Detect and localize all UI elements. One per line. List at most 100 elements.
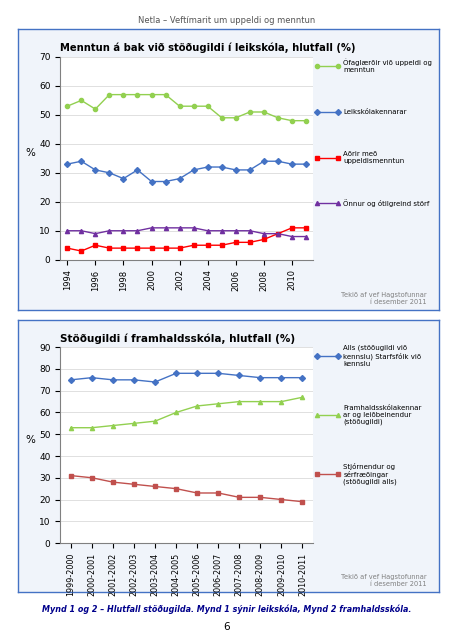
Aðrir með
uppeldismenntun (191, 241, 197, 249)
Framhaldsskólakennar
ar og leiðbeinendur
(stöðugildi) (68, 424, 73, 431)
Aðrir með
uppeldismenntun (289, 224, 295, 232)
Stjórnendur og
sérfræðingar
(stöðugildi alls) (279, 495, 284, 503)
Aðrir með
uppeldismenntun (177, 244, 182, 252)
Leikskólakennarar (107, 169, 112, 177)
Alls (stöðugildi við
kennslu) Starfsfólk við
kennslu (216, 369, 221, 377)
Line: Ófaglærðir við uppeldi og
menntun: Ófaglærðir við uppeldi og menntun (65, 93, 308, 123)
Stjórnendur og
sérfræðingar
(stöðugildi alls) (131, 481, 137, 488)
Önnur og ótilgreind störf (163, 224, 169, 232)
Text: Tekið af vef Hagstofunnar
í desember 2011: Tekið af vef Hagstofunnar í desember 201… (341, 292, 427, 305)
Leikskólakennarar (163, 178, 169, 186)
Leikskólakennarar (191, 166, 197, 174)
Framhaldsskólakennar
ar og leiðbeinendur
(stöðugildi) (110, 422, 116, 429)
Aðrir með
uppeldismenntun (205, 241, 210, 249)
Text: Stjórnendur og
sérfræðingar
(stöðugildi alls): Stjórnendur og sérfræðingar (stöðugildi … (343, 463, 397, 485)
Ófaglærðir við uppeldi og
menntun (233, 114, 239, 122)
Framhaldsskólakennar
ar og leiðbeinendur
(stöðugildi) (236, 397, 242, 406)
Leikskólakennarar (219, 163, 225, 171)
Ófaglærðir við uppeldi og
menntun (79, 97, 84, 104)
Framhaldsskólakennar
ar og leiðbeinendur
(stöðugildi) (131, 420, 137, 428)
Leikskólakennarar (177, 175, 182, 182)
Alls (stöðugildi við
kennslu) Starfsfólk við
kennslu (173, 369, 179, 377)
Leikskólakennarar (289, 160, 295, 168)
Aðrir með
uppeldismenntun (135, 244, 140, 252)
Stjórnendur og
sérfræðingar
(stöðugildi alls) (89, 474, 95, 481)
Line: Framhaldsskólakennar
ar og leiðbeinendur
(stöðugildi): Framhaldsskólakennar ar og leiðbeinendur… (69, 395, 304, 430)
Önnur og ótilgreind störf (149, 224, 154, 232)
Stjórnendur og
sérfræðingar
(stöðugildi alls) (173, 485, 179, 493)
Aðrir með
uppeldismenntun (163, 244, 169, 252)
Ófaglærðir við uppeldi og
menntun (219, 114, 225, 122)
Leikskólakennarar (304, 160, 309, 168)
Leikskólakennarar (120, 175, 126, 182)
Leikskólakennarar (247, 166, 253, 174)
Stjórnendur og
sérfræðingar
(stöðugildi alls) (68, 472, 73, 479)
Alls (stöðugildi við
kennslu) Starfsfólk við
kennslu (68, 376, 73, 383)
Önnur og ótilgreind störf (205, 227, 210, 235)
Önnur og ótilgreind störf (233, 227, 239, 235)
Text: Ófaglærðir við uppeldi og
menntun: Ófaglærðir við uppeldi og menntun (343, 59, 432, 74)
Aðrir með
uppeldismenntun (275, 230, 281, 237)
Önnur og ótilgreind störf (79, 227, 84, 235)
Text: Alls (stöðugildi við
kennslu) Starfsfólk við
kennslu: Alls (stöðugildi við kennslu) Starfsfólk… (343, 345, 421, 367)
Stjórnendur og
sérfræðingar
(stöðugildi alls) (152, 483, 158, 490)
Aðrir með
uppeldismenntun (92, 241, 98, 249)
Aðrir með
uppeldismenntun (79, 247, 84, 255)
Leikskólakennarar (135, 166, 140, 174)
Ófaglærðir við uppeldi og
menntun (92, 105, 98, 113)
Aðrir með
uppeldismenntun (149, 244, 154, 252)
Önnur og ótilgreind störf (135, 227, 140, 235)
Leikskólakennarar (92, 166, 98, 174)
Text: Tekið af vef Hagstofunnar
í desember 2011: Tekið af vef Hagstofunnar í desember 201… (341, 573, 427, 586)
Ófaglærðir við uppeldi og
menntun (205, 102, 210, 110)
Text: Stöðugildi í framhaldsskóla, hlutfall (%): Stöðugildi í framhaldsskóla, hlutfall (%… (60, 333, 295, 344)
Framhaldsskólakennar
ar og leiðbeinendur
(stöðugildi) (279, 397, 284, 406)
Framhaldsskólakennar
ar og leiðbeinendur
(stöðugildi) (89, 424, 95, 431)
Stjórnendur og
sérfræðingar
(stöðugildi alls) (236, 493, 242, 501)
Text: Netla – Veftímarit um uppeldi og menntun: Netla – Veftímarit um uppeldi og menntun (138, 16, 315, 25)
Framhaldsskólakennar
ar og leiðbeinendur
(stöðugildi) (300, 394, 305, 401)
Alls (stöðugildi við
kennslu) Starfsfólk við
kennslu (110, 376, 116, 383)
Ófaglærðir við uppeldi og
menntun (247, 108, 253, 116)
Ófaglærðir við uppeldi og
menntun (107, 91, 112, 99)
Önnur og ótilgreind störf (92, 230, 98, 237)
Alls (stöðugildi við
kennslu) Starfsfólk við
kennslu (300, 374, 305, 381)
Stjórnendur og
sérfræðingar
(stöðugildi alls) (216, 489, 221, 497)
Leikskólakennarar (261, 157, 266, 165)
Framhaldsskólakennar
ar og leiðbeinendur
(stöðugildi) (258, 397, 263, 406)
Aðrir með
uppeldismenntun (261, 236, 266, 243)
Aðrir með
uppeldismenntun (247, 239, 253, 246)
Ófaglærðir við uppeldi og
menntun (64, 102, 70, 110)
Aðrir með
uppeldismenntun (107, 244, 112, 252)
Text: Aðrir með
uppeldismenntun: Aðrir með uppeldismenntun (343, 151, 405, 164)
Alls (stöðugildi við
kennslu) Starfsfólk við
kennslu (89, 374, 95, 381)
Önnur og ótilgreind störf (219, 227, 225, 235)
Framhaldsskólakennar
ar og leiðbeinendur
(stöðugildi) (173, 408, 179, 416)
Framhaldsskólakennar
ar og leiðbeinendur
(stöðugildi) (152, 417, 158, 425)
Ófaglærðir við uppeldi og
menntun (261, 108, 266, 116)
Önnur og ótilgreind störf (261, 230, 266, 237)
Ófaglærðir við uppeldi og
menntun (135, 91, 140, 99)
Aðrir með
uppeldismenntun (219, 241, 225, 249)
Ófaglærðir við uppeldi og
menntun (177, 102, 182, 110)
Ófaglærðir við uppeldi og
menntun (275, 114, 281, 122)
Leikskólakennarar (64, 160, 70, 168)
Leikskólakennarar (149, 178, 154, 186)
Önnur og ótilgreind störf (64, 227, 70, 235)
Line: Önnur og ótilgreind störf: Önnur og ótilgreind störf (65, 226, 308, 239)
Stjórnendur og
sérfræðingar
(stöðugildi alls) (258, 493, 263, 501)
Ófaglærðir við uppeldi og
menntun (120, 91, 126, 99)
Framhaldsskólakennar
ar og leiðbeinendur
(stöðugildi) (194, 402, 200, 410)
Framhaldsskólakennar
ar og leiðbeinendur
(stöðugildi) (216, 400, 221, 408)
Stjórnendur og
sérfræðingar
(stöðugildi alls) (300, 498, 305, 506)
Text: Mynd 1 og 2 – Hlutfall stöðugilda. Mynd 1 sýnir leikskóla, Mynd 2 framhaldsskóla: Mynd 1 og 2 – Hlutfall stöðugilda. Mynd … (42, 605, 411, 614)
Önnur og ótilgreind störf (289, 233, 295, 241)
Line: Stjórnendur og
sérfræðingar
(stöðugildi alls): Stjórnendur og sérfræðingar (stöðugildi … (69, 474, 304, 504)
Stjórnendur og
sérfræðingar
(stöðugildi alls) (110, 478, 116, 486)
Ófaglærðir við uppeldi og
menntun (191, 102, 197, 110)
Text: Framhaldsskólakennar
ar og leiðbeinendur
(stöðugildi): Framhaldsskólakennar ar og leiðbeinendur… (343, 404, 422, 425)
Y-axis label: %: % (26, 148, 36, 158)
Y-axis label: %: % (26, 435, 36, 445)
Önnur og ótilgreind störf (304, 233, 309, 241)
Aðrir með
uppeldismenntun (64, 244, 70, 252)
